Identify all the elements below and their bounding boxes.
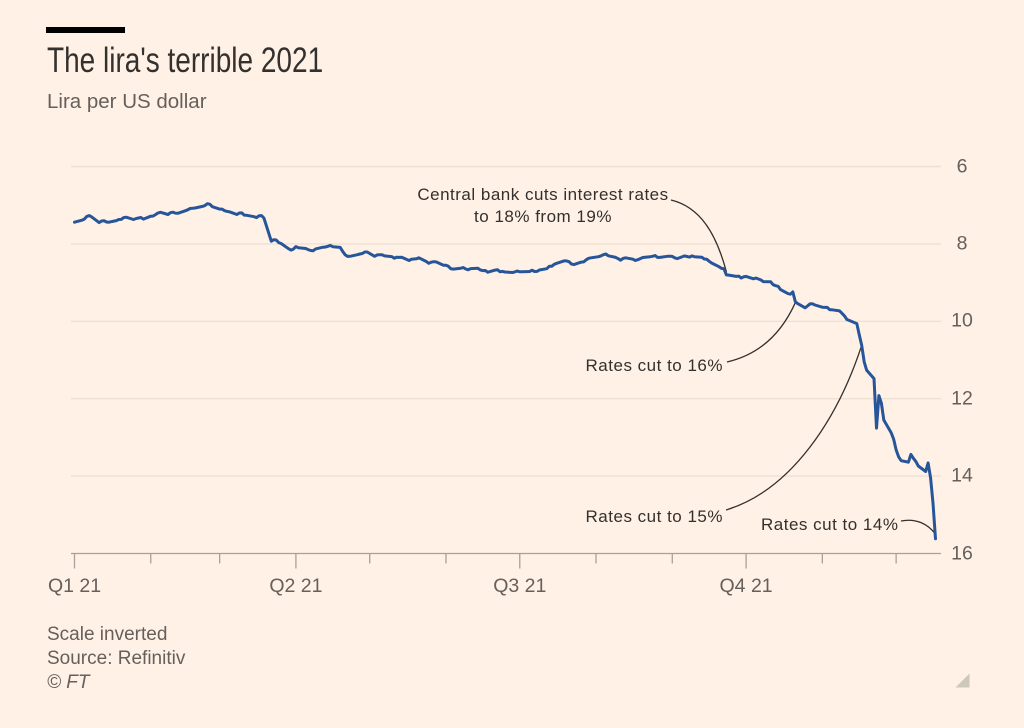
x-tick-label: Q4 21: [719, 574, 773, 597]
annotation-cut14: Rates cut to 14%: [761, 514, 899, 534]
ft-brand: © FT: [47, 671, 90, 693]
y-tick-label: 16: [951, 542, 973, 564]
lira-series-line: [73, 202, 937, 541]
y-tick-label: 12: [951, 387, 973, 410]
annotation-connectors: [670, 199, 937, 535]
y-tick-label: 14: [951, 464, 973, 487]
chart-subtitle: Lira per US dollar: [47, 90, 207, 113]
footnote-source: Source: Refinitiv: [47, 647, 186, 669]
y-tick-label: 10: [951, 309, 973, 332]
y-tick-label: 8: [956, 232, 968, 255]
annotation-cut18: Central bank cuts interest rates to 18% f…: [417, 185, 669, 226]
x-tick-label: Q2 21: [269, 574, 323, 597]
y-tick-label: 6: [956, 155, 968, 177]
x-tick-label: Q1 21: [47, 574, 102, 597]
footnote-scale: Scale inverted: [47, 623, 168, 645]
chart-title: The lira's terrible 2021: [47, 41, 324, 80]
x-tick-label: Q3 21: [493, 574, 547, 597]
gridlines: [71, 165, 941, 477]
resize-handle-icon[interactable]: [955, 673, 970, 688]
annotation-cut16: Rates cut to 16%: [585, 356, 723, 375]
accent-bar: [46, 27, 125, 33]
annotation-cut15: Rates cut to 15%: [585, 506, 723, 526]
x-axis: [71, 552, 941, 569]
